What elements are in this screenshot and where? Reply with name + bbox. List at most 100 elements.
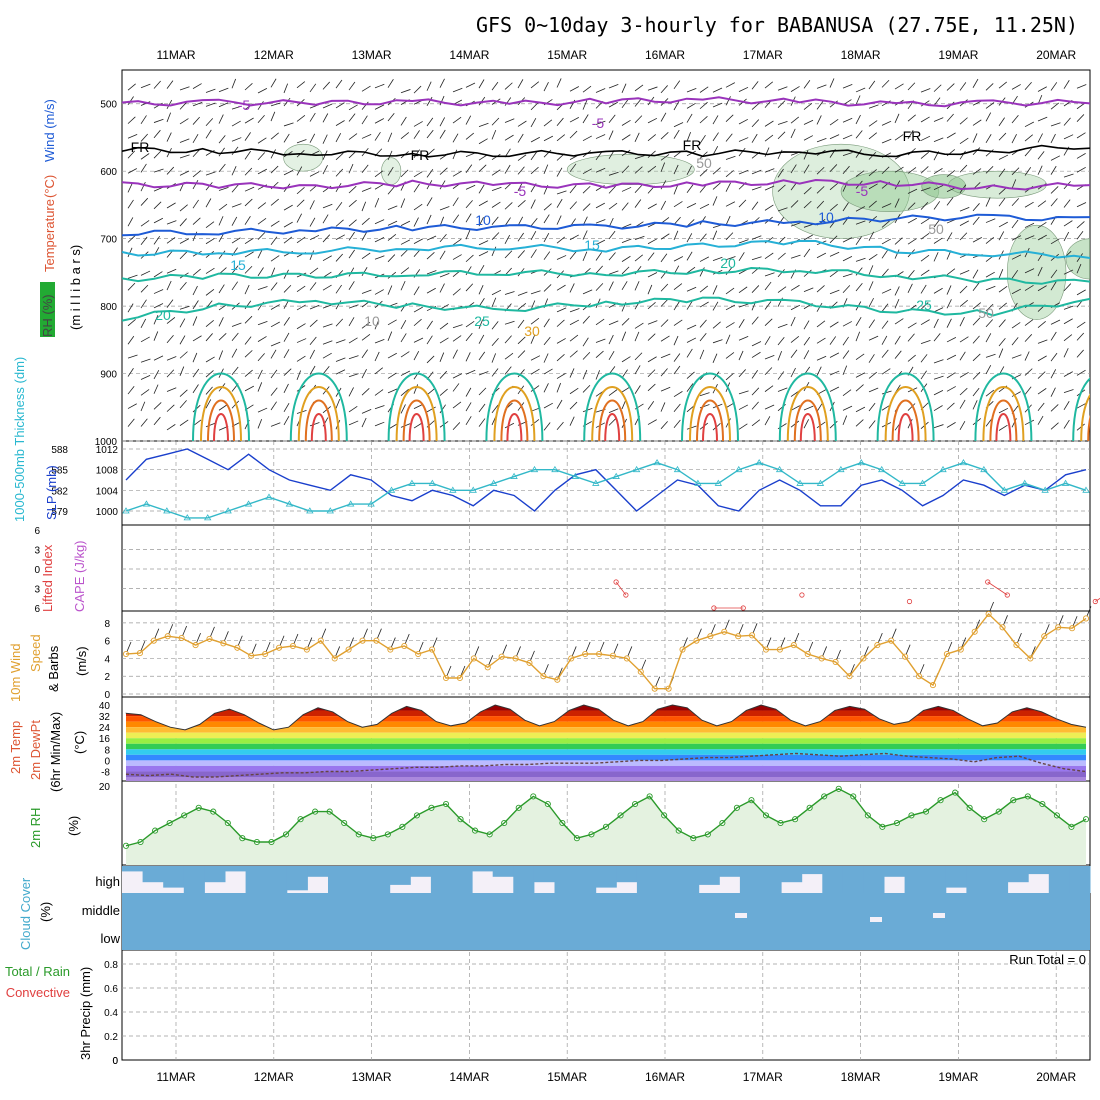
wind-barb — [374, 83, 385, 89]
wind-barb — [1024, 319, 1034, 326]
wind-barb — [465, 200, 473, 209]
contour-label: -5 — [856, 183, 869, 199]
wind-barb — [855, 331, 861, 342]
wind-barb — [426, 252, 435, 260]
wind-barb — [179, 351, 188, 359]
wind-barb — [296, 81, 306, 89]
wind-barb — [1050, 133, 1056, 144]
wind-barb — [803, 248, 811, 258]
stability-panel-labels: Lifted Index CAPE (J/kg) — [40, 540, 87, 612]
wind-barb — [608, 185, 617, 194]
wind-barb — [751, 102, 760, 110]
wind-barb — [192, 316, 198, 326]
wind-barb — [218, 135, 226, 144]
wind-tick: 8 — [104, 619, 110, 630]
wind-barb — [907, 167, 917, 174]
wind-barb — [608, 389, 618, 396]
wind-barb — [595, 338, 606, 343]
wind-barb — [426, 335, 433, 345]
wind-barb — [894, 318, 904, 325]
wind-barb — [361, 417, 367, 428]
wind-barb — [465, 369, 476, 375]
wind-barb — [504, 320, 515, 325]
wind-barb — [803, 150, 809, 160]
wind-barb — [868, 281, 874, 291]
wind-barb — [881, 268, 889, 277]
wind-barb — [764, 120, 774, 127]
date-label-top: 12MAR — [254, 48, 294, 62]
wind-barb — [127, 168, 137, 174]
wind-barb — [270, 198, 279, 206]
wind-barb — [1076, 369, 1086, 376]
wind-barb — [946, 197, 954, 206]
wind-barb — [699, 319, 707, 328]
wind-barb — [712, 353, 718, 363]
wind-barb — [374, 351, 380, 362]
wind-barb — [335, 284, 342, 294]
wind-barb — [218, 87, 229, 93]
wind-barb — [673, 301, 680, 311]
wind-barb — [1063, 389, 1074, 393]
wind-barb — [699, 169, 708, 177]
wind-barb — [465, 132, 475, 140]
wind-barb — [1050, 331, 1057, 341]
wind-barb — [686, 102, 696, 109]
wind-barb — [192, 83, 202, 89]
wind-barb — [621, 165, 630, 174]
wind-barb — [1050, 319, 1061, 325]
wind-barb — [972, 119, 982, 126]
wind-barb — [543, 422, 551, 431]
wind-barb — [712, 115, 719, 125]
wind-barb — [270, 304, 280, 310]
wind-barb — [530, 290, 541, 295]
cloud-high-bar — [266, 866, 288, 893]
top-date-axis: 11MAR 12MAR 13MAR 14MAR 15MAR 16MAR 17MAR 18MAR… — [156, 48, 1076, 62]
wind-barb — [374, 219, 385, 225]
wind-barb — [881, 203, 892, 208]
wind-barb — [478, 403, 486, 413]
wind-barb — [868, 335, 879, 341]
wind-barb — [348, 163, 354, 174]
wind-barb — [712, 167, 721, 175]
surface-isotherm — [304, 399, 333, 441]
wind-barb — [855, 316, 862, 326]
wind-barb — [179, 389, 188, 397]
wind-barb — [621, 83, 627, 93]
wind-barb — [361, 333, 371, 341]
wind-barb — [972, 302, 982, 310]
wind-barb — [244, 350, 253, 358]
wind-barb — [374, 389, 384, 396]
wind-barb — [400, 169, 409, 178]
wind-barb — [1076, 84, 1087, 89]
wind-barb — [647, 86, 658, 91]
wind-barb — [127, 183, 133, 193]
wind-barb — [673, 353, 681, 362]
slp-tick: 1004 — [96, 486, 119, 497]
wind-barb — [647, 369, 656, 378]
wind-barb — [647, 150, 656, 158]
precip-total-label: Total / Rain — [5, 964, 70, 979]
wind-barb — [1037, 133, 1043, 143]
surface-isotherm — [1072, 377, 1090, 441]
wind-barb — [855, 236, 862, 246]
wind-barb — [920, 319, 930, 326]
wind-barb — [465, 82, 476, 88]
temp-band — [126, 777, 1086, 781]
wind-barb — [946, 386, 956, 392]
wind-barb — [205, 267, 215, 274]
cloud-high-bar — [183, 866, 205, 893]
wind-barb — [192, 352, 198, 363]
wind-barb — [972, 269, 979, 279]
cloud-high-bar — [987, 866, 1009, 893]
wind-barb — [647, 238, 657, 245]
wind-barb — [920, 284, 927, 294]
wind-barb — [985, 197, 991, 207]
wind-barb — [1024, 351, 1030, 361]
wind-barb — [543, 318, 550, 328]
wind-barb — [816, 101, 824, 110]
wind-barb — [881, 220, 890, 228]
wind-barb — [140, 318, 147, 328]
wind-barb — [790, 284, 800, 291]
wind-barb — [205, 238, 215, 245]
wind-barb — [972, 78, 979, 88]
